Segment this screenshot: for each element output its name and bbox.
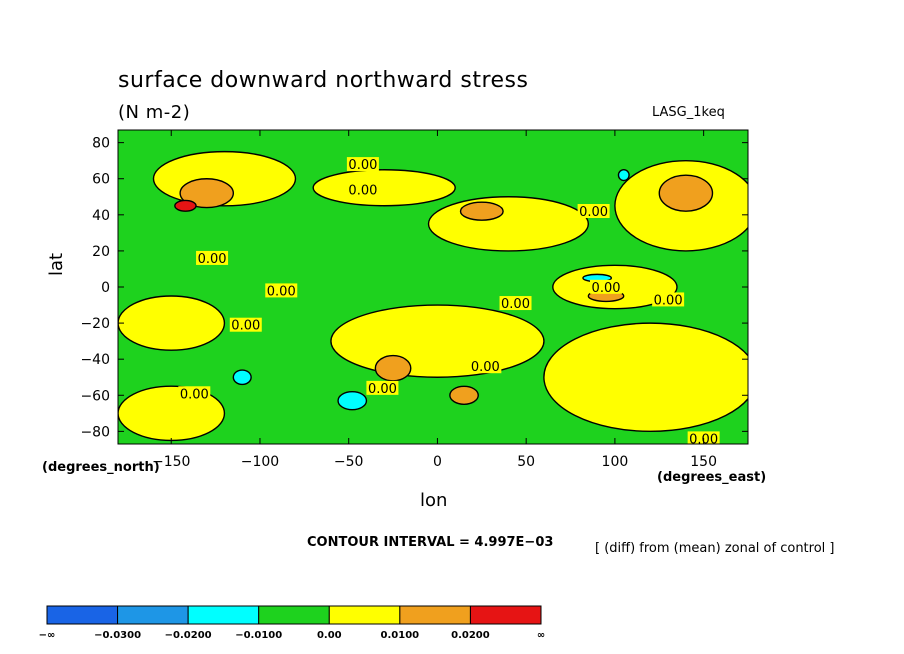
diff-note: [ (diff) from (mean) zonal of control ] — [595, 541, 835, 556]
y-tick-label: 60 — [92, 172, 110, 188]
map-fill: 0.00 0.00 0.00 0.00 0.00 0.00 0.00 0.00 0.00 0.00… — [118, 130, 748, 444]
contour-region-orange — [459, 201, 504, 221]
contour-region-cyan — [617, 169, 630, 182]
colorbar-swatch — [399, 605, 471, 625]
contour-label-bg — [265, 283, 298, 298]
contour-label-bg — [346, 182, 379, 197]
colorbar-swatch — [117, 605, 189, 625]
x-tick-label: 100 — [602, 454, 629, 470]
model-label: LASG_1keq — [652, 105, 725, 120]
contour-label-bg — [652, 292, 685, 307]
x-tick-label: −150 — [152, 454, 190, 470]
contour-label-bg — [499, 296, 532, 311]
colorbar-label: 0.0100 — [381, 630, 420, 641]
y-tick-label: 40 — [92, 208, 110, 224]
colorbar-swatch — [469, 605, 542, 625]
contour-label: 0.00 — [180, 387, 209, 402]
x-tick-label: 150 — [690, 454, 717, 470]
x-tick-label: 50 — [517, 454, 535, 470]
colorbar-swatch — [46, 605, 119, 625]
contour-label: 0.00 — [579, 205, 608, 220]
contour-label: 0.00 — [231, 319, 260, 334]
y-axis-label: lat — [46, 252, 67, 276]
colorbar-label: ∞ — [537, 630, 545, 641]
axes: −150 −100 −50 0 50 100 150 80 60 40 20 0 −20 −40 −60 −8… — [80, 129, 749, 470]
contour-label: 0.00 — [592, 281, 621, 296]
x-units-label: (degrees_east) — [657, 470, 767, 485]
contour-label: 0.00 — [501, 297, 530, 312]
contour-region-orange — [658, 174, 714, 212]
contour-region-yellow — [312, 169, 456, 207]
contour-region-yellow — [118, 295, 226, 351]
contour-label-bg — [577, 204, 610, 219]
x-axis-label: lon — [420, 490, 448, 511]
contour-label: 0.00 — [471, 360, 500, 375]
colorbar-label: 0.0200 — [451, 630, 490, 641]
colorbar-label: 0.00 — [317, 630, 342, 641]
contour-label: 0.00 — [368, 382, 397, 397]
colorbar-label: −0.0100 — [235, 630, 282, 641]
contour-label: 0.00 — [348, 183, 377, 198]
contour-label: 0.00 — [654, 293, 683, 308]
y-tick-label: −60 — [80, 388, 110, 404]
contour-label-bg — [229, 317, 262, 332]
contour-label-bg — [178, 386, 211, 401]
colorbar-swatch — [258, 605, 330, 625]
contour-interval: CONTOUR INTERVAL = 4.997E−03 — [307, 535, 554, 550]
contour-region-yellow — [330, 304, 545, 378]
contour-label-bg — [469, 359, 502, 374]
contour-region-red — [174, 199, 197, 212]
x-tick-label: 0 — [433, 454, 442, 470]
colorbar-label: −0.0300 — [94, 630, 141, 641]
contour-region-cyan — [337, 390, 368, 411]
colorbar-label: −∞ — [39, 630, 56, 641]
contour-label: 0.00 — [348, 158, 377, 173]
contour-region-orange — [449, 385, 479, 405]
x-tick-label: −50 — [334, 454, 364, 470]
chart-units: (N m-2) — [118, 102, 191, 123]
y-tick-label: −40 — [80, 352, 110, 368]
colorbar-swatch — [187, 605, 260, 625]
map-area: 0.00 0.00 0.00 0.00 0.00 0.00 0.00 0.00 0.00 0.00… — [118, 130, 748, 444]
y-tick-label: 20 — [92, 244, 110, 260]
y-tick-label: −20 — [80, 316, 110, 332]
x-tick-label: −100 — [241, 454, 279, 470]
y-tick-label: 80 — [92, 136, 110, 152]
contour-region-orange — [179, 178, 235, 209]
contour-region-cyan — [232, 369, 252, 386]
contour-label: 0.00 — [267, 284, 296, 299]
contour-label-bg — [687, 431, 720, 444]
contour-region-orange — [374, 354, 412, 382]
contour-region-yellow — [427, 196, 590, 252]
y-tick-label: −80 — [80, 424, 110, 440]
contour-label: 0.00 — [198, 252, 227, 267]
contour-label-bg — [590, 279, 623, 294]
y-units-label: (degrees_north) — [42, 460, 160, 475]
chart-title: surface downward northward stress — [118, 68, 529, 93]
contour-label-bg — [346, 157, 379, 172]
contour-label-bg — [196, 250, 229, 265]
colorbar-label: −0.0200 — [165, 630, 212, 641]
colorbar-swatch — [328, 605, 401, 625]
contour-region-yellow — [543, 322, 748, 433]
contour-label-bg — [366, 380, 399, 395]
colorbar: −∞ −0.0300 −0.0200 −0.0100 0.00 0.0100 0.0200 ∞ — [39, 605, 545, 641]
y-tick-label: 0 — [101, 280, 110, 296]
